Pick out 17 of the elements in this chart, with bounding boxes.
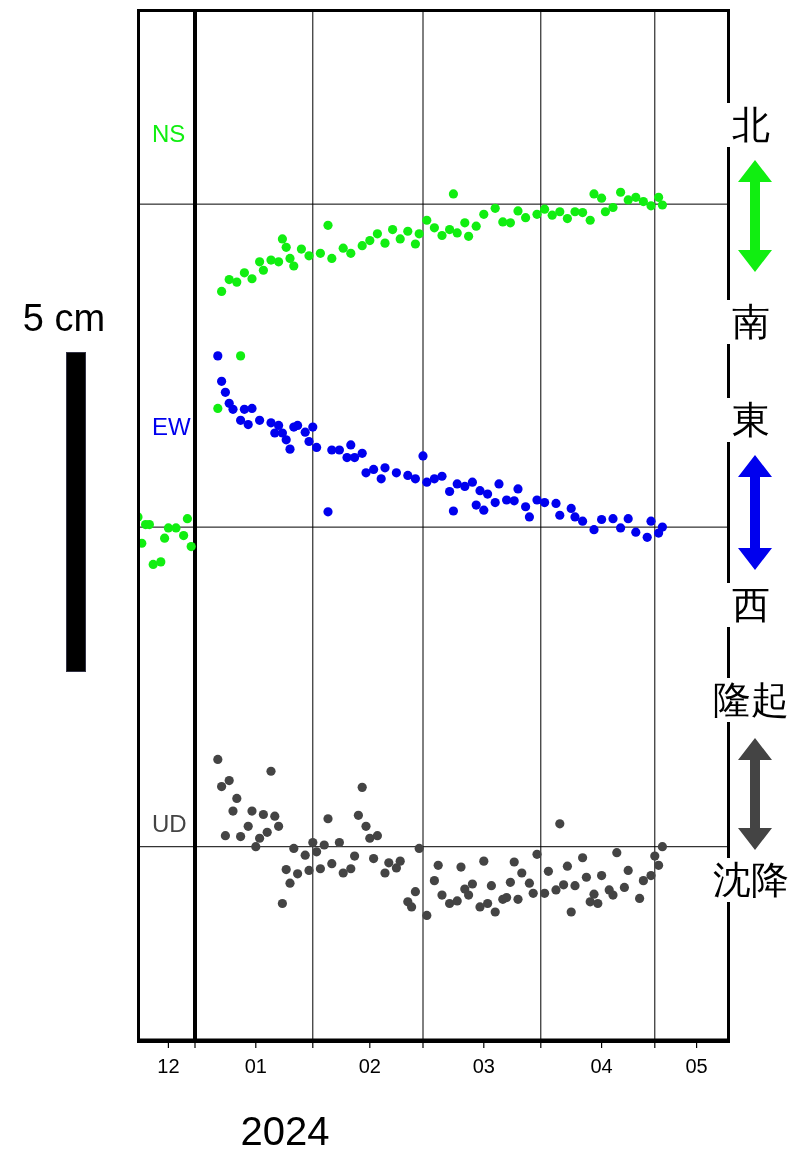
x-axis-title: 2024: [239, 1108, 331, 1154]
text: 北: [712, 103, 790, 147]
text: NS: [152, 119, 186, 148]
text: 西: [712, 583, 790, 627]
text: 5 cm: [21, 296, 107, 340]
annotation: 隆起: [712, 678, 790, 722]
text: 南: [712, 300, 790, 344]
text: 東: [712, 398, 790, 442]
x-tick-label: 12: [157, 1055, 180, 1077]
series-label: UD: [152, 809, 187, 838]
x-tick-label: 01: [244, 1055, 267, 1077]
x-tick-label: 05: [685, 1055, 708, 1077]
x-tick-label: 02: [358, 1055, 381, 1077]
series-label: EW: [152, 413, 191, 442]
x-tick-label: 04: [590, 1055, 613, 1077]
annotation: 沈降: [712, 858, 790, 902]
x-tick-label: 03: [472, 1055, 495, 1077]
